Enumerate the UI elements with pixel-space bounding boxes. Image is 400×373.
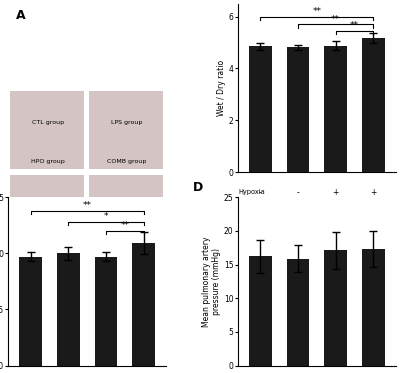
Text: +: + — [295, 201, 301, 210]
Text: **: ** — [120, 221, 129, 230]
Text: A: A — [16, 9, 26, 22]
Text: +: + — [332, 188, 339, 197]
Bar — [132, 243, 155, 366]
Text: **: ** — [312, 7, 321, 16]
Bar — [19, 257, 42, 366]
Bar — [95, 257, 117, 366]
Bar — [287, 258, 309, 366]
Y-axis label: Mean pulmonary artery
pressure (mmHg): Mean pulmonary artery pressure (mmHg) — [202, 236, 221, 327]
Bar — [249, 47, 272, 172]
Text: D: D — [193, 181, 204, 194]
Bar — [249, 257, 272, 366]
Text: CTL group: CTL group — [32, 120, 64, 125]
Bar — [10, 91, 84, 169]
Bar — [362, 249, 385, 366]
Text: **: ** — [350, 21, 359, 30]
Text: **: ** — [331, 15, 340, 23]
Y-axis label: Wet / Dry ratio: Wet / Dry ratio — [217, 60, 226, 116]
Text: HPO group: HPO group — [31, 159, 64, 164]
Text: COMB group: COMB group — [107, 159, 146, 164]
Text: **: ** — [83, 201, 92, 210]
Bar — [324, 250, 347, 366]
Bar — [287, 47, 309, 172]
Bar — [89, 175, 163, 253]
Text: -: - — [259, 201, 262, 210]
Text: LPS group: LPS group — [111, 120, 142, 125]
Text: +: + — [370, 201, 376, 210]
Bar — [89, 91, 163, 169]
Text: +: + — [370, 188, 376, 197]
Bar — [362, 38, 385, 172]
Text: *: * — [104, 212, 108, 221]
Text: Hypoxia: Hypoxia — [238, 189, 265, 195]
Text: -: - — [296, 188, 299, 197]
Bar — [57, 253, 80, 366]
Bar — [324, 46, 347, 172]
Text: LPS: LPS — [238, 203, 250, 209]
Bar — [10, 175, 84, 253]
Text: -: - — [334, 201, 337, 210]
Text: -: - — [259, 188, 262, 197]
